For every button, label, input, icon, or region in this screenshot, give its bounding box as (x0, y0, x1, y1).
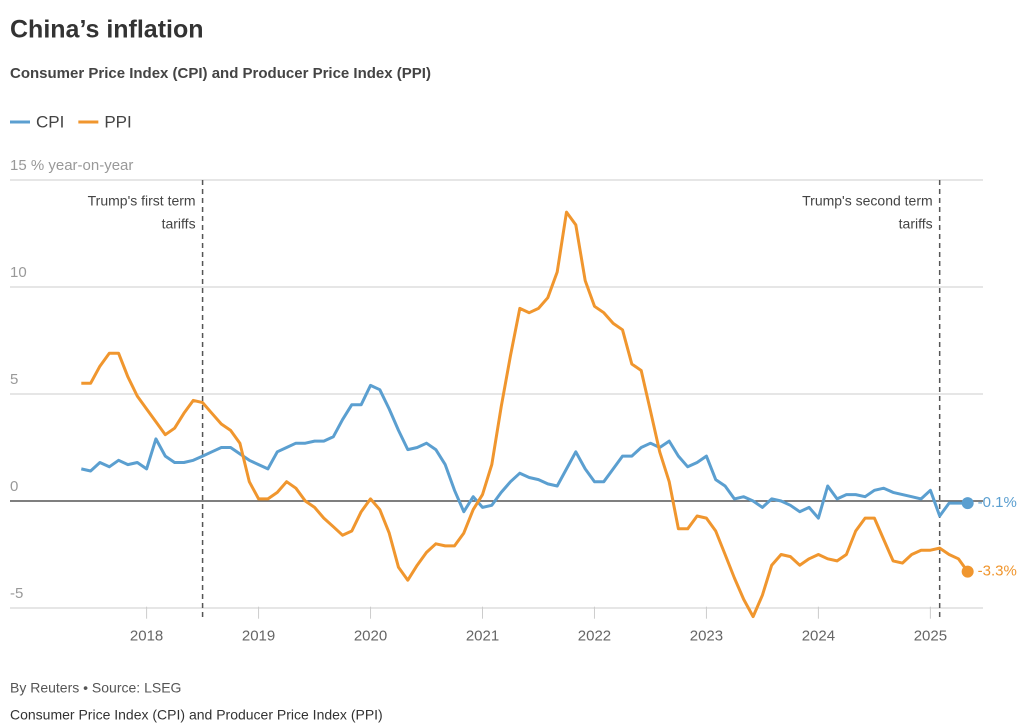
footer-note: Consumer Price Index (CPI) and Producer … (10, 707, 383, 723)
y-tick-label: 15 % year-on-year (10, 157, 133, 174)
end-label: -3.3% (978, 563, 1017, 580)
chart-subtitle: Consumer Price Index (CPI) and Producer … (10, 65, 431, 82)
annotation-text: tariffs (899, 216, 933, 232)
annotation-text: tariffs (162, 216, 196, 232)
x-tick-label: 2021 (466, 628, 499, 645)
annotation-text: Trump's first term (88, 193, 196, 209)
chart-title: China’s inflation (10, 16, 204, 44)
series-line (80, 383, 968, 520)
y-tick-label: 10 (10, 264, 27, 281)
series-line (81, 210, 969, 619)
end-dot (961, 497, 974, 510)
end-dot (961, 565, 974, 578)
legend-label: PPI (104, 112, 131, 131)
y-tick-label: -5 (10, 585, 23, 602)
y-tick-label: 0 (10, 478, 18, 495)
source: By Reuters • Source: LSEG (10, 680, 181, 696)
x-tick-label: 2022 (578, 628, 611, 645)
x-tick-label: 2018 (130, 628, 163, 645)
x-tick-label: 2024 (802, 628, 835, 645)
x-tick-label: 2023 (690, 628, 723, 645)
x-tick-label: 2019 (242, 628, 275, 645)
x-tick-label: 2025 (914, 628, 947, 645)
annotation-text: Trump's second term (802, 193, 933, 209)
y-tick-label: 5 (10, 371, 18, 388)
x-tick-label: 2020 (354, 628, 387, 645)
end-label: -0.1% (978, 494, 1017, 511)
legend-label: CPI (36, 112, 64, 131)
